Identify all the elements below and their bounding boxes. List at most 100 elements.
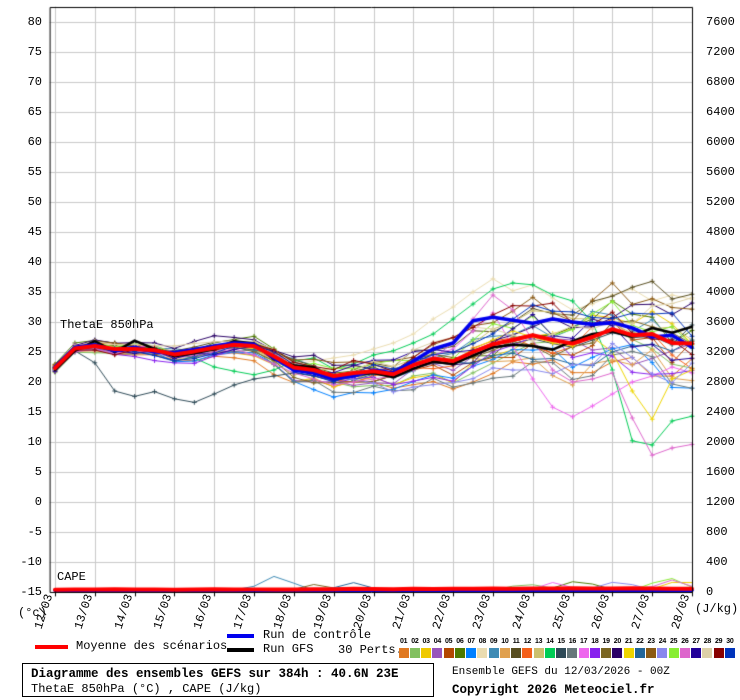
pert-cell: 02 [409,637,420,658]
y-axis-tick-right: 400 [706,555,728,569]
pert-cell: 03 [421,637,432,658]
y-axis-tick-left: 35 [27,285,42,299]
pert-color-swatch [466,648,477,658]
y-axis-tick-left: 75 [27,45,42,59]
pert-cell: 09 [488,637,499,658]
pert-number: 23 [647,638,655,645]
y-axis-tick-right: 5600 [706,165,735,179]
pert-cell: 23 [646,637,657,658]
pert-number: 27 [692,638,700,645]
pert-cell: 27 [691,637,702,658]
pert-cell: 15 [556,637,567,658]
pert-cell: 11 [511,637,522,658]
y-axis-tick-left: 55 [27,165,42,179]
pert-color-swatch [601,648,612,658]
pert-color-swatch [634,648,645,658]
pert-color-swatch [691,648,702,658]
pert-cell: 05 [443,637,454,658]
pert-number: 24 [658,638,666,645]
pert-color-swatch [556,648,567,658]
pert-color-swatch [612,648,623,658]
y-axis-tick-right: 800 [706,525,728,539]
y-axis-tick-right: 2000 [706,435,735,449]
pert-cell: 20 [612,637,623,658]
pert-color-swatch [578,648,589,658]
pert-number: 11 [512,638,520,645]
pert-color-swatch [679,648,690,658]
pert-color-swatch [724,648,735,658]
pert-number: 03 [422,638,430,645]
pert-number: 05 [445,638,453,645]
y-axis-tick-left: 5 [34,465,42,479]
pert-number: 13 [535,638,543,645]
pert-cell: 22 [634,637,645,658]
pert-color-swatch [533,648,544,658]
pert-number: 01 [400,638,408,645]
pert-color-swatch [454,648,465,658]
y-left-unit-label: (°c) [18,606,47,620]
pert-color-swatch [499,648,510,658]
pert-cell: 17 [578,637,589,658]
pert-cell: 26 [679,637,690,658]
pert-color-swatch [567,648,578,658]
pert-color-swatch [421,648,432,658]
pert-cell: 29 [713,637,724,658]
thetae-series-label: ThetaE 850hPa [60,318,154,332]
pert-color-swatch [544,648,555,658]
y-axis-tick-right: 3200 [706,345,735,359]
pert-number: 28 [703,638,711,645]
pert-number: 26 [681,638,689,645]
perts-count-label: 30 Perts. [338,643,403,657]
pert-cell: 14 [544,637,555,658]
pert-color-swatch [488,648,499,658]
pert-number: 08 [478,638,486,645]
y-axis-tick-left: 80 [27,15,42,29]
perturbation-color-strip: 01 02 03 04 05 06 07 08 09 10 11 12 13 14 15 16 17 18 19 20… [398,637,736,658]
pert-number: 21 [625,638,633,645]
y-axis-tick-left: -5 [27,525,42,539]
y-axis-tick-right: 2800 [706,375,735,389]
pert-number: 19 [602,638,610,645]
y-axis-tick-right: 3600 [706,315,735,329]
y-axis-tick-left: 20 [27,375,42,389]
y-axis-tick-left: 0 [34,495,42,509]
y-axis-tick-right: 7600 [706,15,735,29]
pert-number: 07 [467,638,475,645]
pert-cell: 10 [499,637,510,658]
pert-color-swatch [713,648,724,658]
chart-title: Diagramme des ensembles GEFS sur 384h : … [31,667,399,681]
gfs-legend-swatch [227,648,254,652]
pert-number: 14 [546,638,554,645]
pert-cell: 04 [432,637,443,658]
pert-color-swatch [589,648,600,658]
pert-number: 06 [456,638,464,645]
ensemble-chart-canvas [0,0,740,600]
copyright: Copyright 2026 Meteociel.fr [452,683,655,697]
pert-cell: 21 [623,637,634,658]
pert-number: 09 [490,638,498,645]
pert-number: 29 [715,638,723,645]
pert-number: 12 [523,638,531,645]
pert-color-swatch [646,648,657,658]
pert-number: 25 [670,638,678,645]
chart-title-box: Diagramme des ensembles GEFS sur 384h : … [22,663,434,697]
y-axis-tick-right: 6800 [706,75,735,89]
y-axis-tick-right: 6000 [706,135,735,149]
pert-number: 16 [568,638,576,645]
pert-color-swatch [409,648,420,658]
pert-color-swatch [511,648,522,658]
pert-cell: 12 [522,637,533,658]
y-axis-tick-right: 1600 [706,465,735,479]
y-axis-tick-left: 45 [27,225,42,239]
run-info: Ensemble GEFS du 12/03/2026 - 00Z [452,666,670,678]
pert-color-swatch [623,648,634,658]
pert-color-swatch [477,648,488,658]
gfs-legend-label: Run GFS [263,642,314,656]
pert-cell: 28 [702,637,713,658]
y-axis-tick-left: 65 [27,105,42,119]
y-axis-tick-right: 1200 [706,495,735,509]
pert-color-swatch [522,648,533,658]
cape-series-label: CAPE [57,570,86,584]
pert-color-swatch [702,648,713,658]
